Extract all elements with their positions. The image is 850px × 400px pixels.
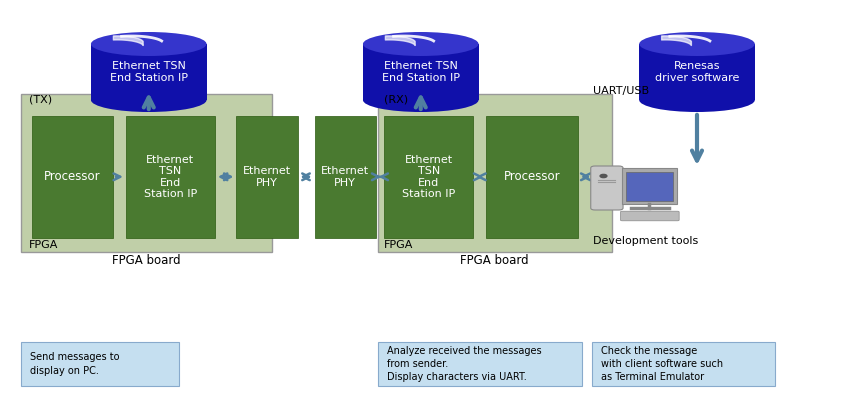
Ellipse shape [91, 32, 207, 56]
Polygon shape [363, 44, 479, 100]
FancyBboxPatch shape [486, 116, 578, 238]
Text: FPGA board: FPGA board [112, 254, 180, 267]
FancyBboxPatch shape [591, 166, 623, 210]
Text: Send messages to
display on PC.: Send messages to display on PC. [30, 352, 119, 376]
FancyBboxPatch shape [384, 116, 473, 238]
Text: Analyze received the messages
from sender.
Display characters via UART.: Analyze received the messages from sende… [387, 346, 541, 382]
Polygon shape [639, 44, 755, 100]
Text: Ethernet
PHY: Ethernet PHY [243, 166, 291, 188]
FancyBboxPatch shape [626, 172, 673, 201]
Text: UART/USB: UART/USB [593, 86, 649, 96]
FancyBboxPatch shape [126, 116, 215, 238]
Text: Ethernet TSN
End Station IP: Ethernet TSN End Station IP [110, 61, 188, 83]
Text: Development tools: Development tools [593, 236, 699, 246]
Circle shape [600, 174, 607, 178]
Text: FPGA: FPGA [29, 240, 59, 250]
FancyBboxPatch shape [592, 342, 775, 386]
Text: (RX): (RX) [384, 94, 408, 104]
Text: Processor: Processor [504, 170, 560, 184]
FancyBboxPatch shape [620, 211, 679, 221]
Text: Check the message
with client software such
as Terminal Emulator: Check the message with client software s… [601, 346, 723, 382]
FancyBboxPatch shape [314, 116, 376, 238]
FancyBboxPatch shape [378, 342, 582, 386]
FancyBboxPatch shape [21, 342, 178, 386]
Ellipse shape [639, 32, 755, 56]
Text: Ethernet
TSN
End
Station IP: Ethernet TSN End Station IP [402, 154, 456, 200]
FancyBboxPatch shape [236, 116, 298, 238]
FancyBboxPatch shape [378, 94, 612, 252]
FancyBboxPatch shape [32, 116, 113, 238]
Text: FPGA board: FPGA board [461, 254, 529, 267]
Ellipse shape [91, 88, 207, 112]
FancyBboxPatch shape [622, 168, 677, 204]
Text: (TX): (TX) [29, 94, 52, 104]
Ellipse shape [639, 88, 755, 112]
Text: Ethernet TSN
End Station IP: Ethernet TSN End Station IP [382, 61, 460, 83]
Text: FPGA: FPGA [384, 240, 414, 250]
FancyBboxPatch shape [21, 94, 272, 252]
Text: Ethernet
PHY: Ethernet PHY [321, 166, 369, 188]
Polygon shape [91, 44, 207, 100]
Ellipse shape [363, 88, 479, 112]
Text: Processor: Processor [44, 170, 101, 184]
Text: Ethernet
TSN
End
Station IP: Ethernet TSN End Station IP [144, 154, 197, 200]
Ellipse shape [363, 32, 479, 56]
Text: Renesas
driver software: Renesas driver software [654, 61, 740, 83]
